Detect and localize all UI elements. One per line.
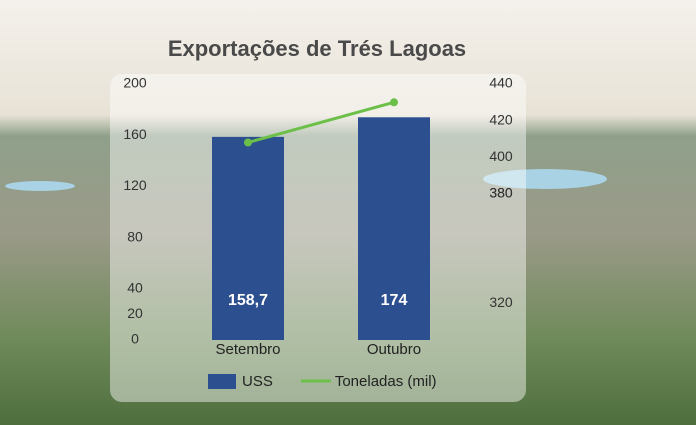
y-tick-label: 0 bbox=[131, 331, 139, 347]
y-tick-label: 120 bbox=[123, 177, 147, 193]
legend-label: USS bbox=[242, 373, 273, 390]
y2-tick-label: 380 bbox=[489, 184, 513, 200]
lake bbox=[5, 181, 75, 191]
line-point bbox=[244, 138, 252, 147]
y-tick-label: 80 bbox=[127, 228, 143, 244]
data-label: 158,7 bbox=[228, 292, 268, 309]
line-point bbox=[390, 98, 398, 107]
line bbox=[247, 100, 395, 144]
y2-tick-label: 380 bbox=[489, 184, 513, 200]
y-tick-label: 200 bbox=[123, 75, 147, 91]
chart-title: Exportações de Trés Lagoas bbox=[168, 36, 466, 61]
y-tick-label: 160 bbox=[123, 126, 147, 142]
x-tick-label: Outubro bbox=[367, 341, 421, 358]
legend-swatch bbox=[208, 374, 236, 389]
y2-tick-label: 320 bbox=[489, 294, 513, 310]
y-tick-label: 40 bbox=[127, 280, 143, 296]
bar bbox=[212, 136, 284, 340]
data-label: 174 bbox=[381, 292, 408, 309]
bar bbox=[358, 117, 430, 340]
x-tick-label: Setembro bbox=[215, 341, 280, 358]
y2-tick-label: 400 bbox=[489, 148, 513, 164]
y2-tick-label: 420 bbox=[489, 111, 513, 127]
legend-label: Toneladas (mil) bbox=[335, 373, 437, 390]
y2-tick-label: 440 bbox=[489, 75, 513, 91]
y-tick-label: 20 bbox=[127, 305, 143, 321]
lake bbox=[483, 169, 607, 189]
